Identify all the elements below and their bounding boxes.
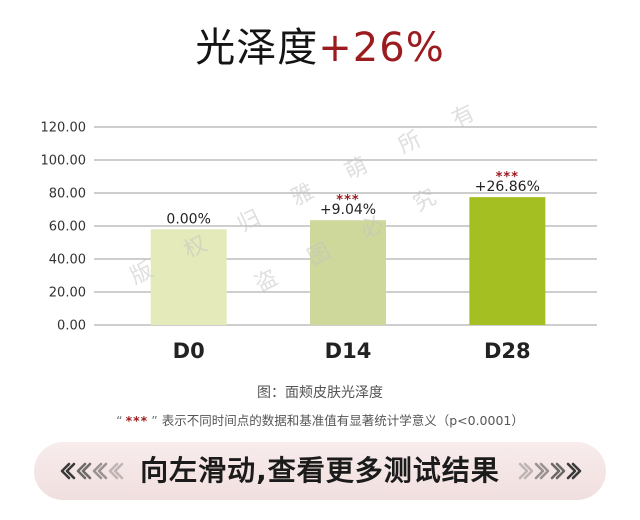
y-tick-label: 100.00: [41, 154, 87, 169]
bar-d14: [310, 220, 386, 325]
data-label: 0.00%: [166, 211, 210, 227]
y-tick-label: 0.00: [57, 319, 86, 334]
data-label: +9.04%: [320, 202, 376, 218]
bar-chart: 0.00 20.00 40.00 60.00 80.00 100.00 120.00 0.00…: [41, 121, 597, 363]
data-label: +26.86%: [475, 179, 540, 195]
y-tick-label: 20.00: [49, 286, 86, 301]
chart-title: 光泽度+26%: [0, 20, 640, 76]
y-tick-label: 80.00: [49, 187, 86, 202]
figure-caption: 图：面颊皮肤光泽度: [257, 385, 383, 401]
significance-stars: ***: [336, 193, 359, 208]
title-highlight: +26%: [318, 25, 445, 71]
significance-footnote: “***” 表示不同时间点的数据和基准值有显著统计学意义（p<0.0001）: [0, 412, 640, 430]
x-category-label: D28: [484, 339, 531, 363]
chevrons-left-icon: [60, 462, 124, 480]
bar-d28: [469, 197, 546, 325]
x-category-label: D0: [173, 339, 205, 363]
significance-stars: ***: [496, 170, 519, 185]
bar-d0: [150, 229, 227, 325]
title-main: 光泽度: [195, 25, 319, 71]
footnote-quote-close: ”: [151, 413, 158, 428]
footnote-text: 表示不同时间点的数据和基准值有显著统计学意义（p<0.0001）: [161, 413, 524, 428]
chevrons-right-icon: [518, 462, 582, 480]
y-tick-label: 120.00: [41, 121, 87, 136]
y-tick-label: 40.00: [49, 253, 86, 268]
y-tick-label: 60.00: [49, 220, 86, 235]
footnote-quote-open: “: [116, 413, 123, 428]
x-category-label: D14: [325, 339, 372, 363]
footnote-stars: ***: [125, 413, 149, 428]
swipe-hint-text: 向左滑动,查看更多测试结果: [140, 454, 500, 487]
swipe-hint-banner: 向左滑动,查看更多测试结果: [34, 442, 606, 500]
